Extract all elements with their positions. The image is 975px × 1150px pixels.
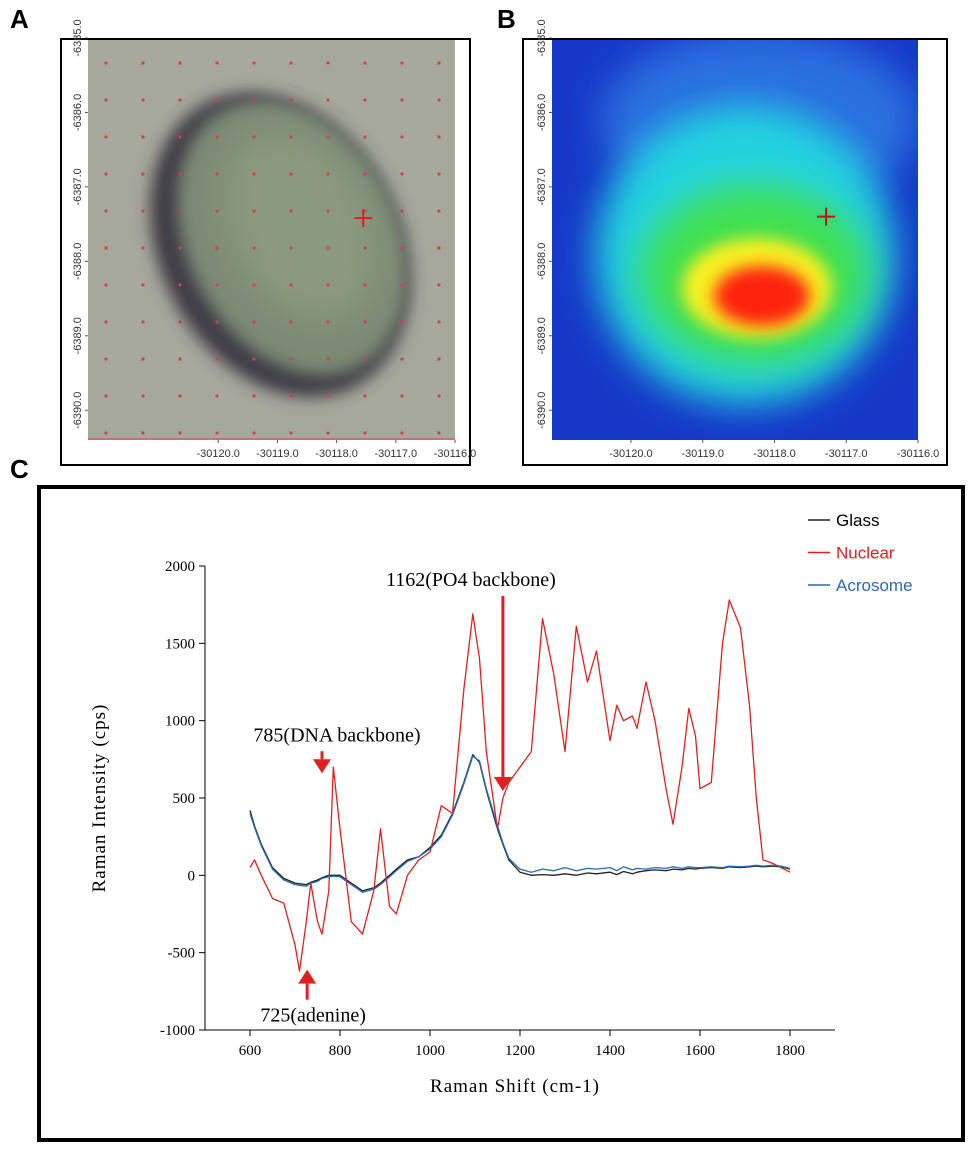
y-tick-label: -1000: [160, 1023, 195, 1039]
panel-label: A: [10, 4, 29, 34]
panel-label: C: [10, 454, 29, 484]
y-tick-label: 500: [173, 791, 196, 807]
x-tick-label: 1600: [685, 1043, 715, 1059]
legend-label: Acrosome: [836, 576, 913, 595]
y-axis-label: Raman Intensity (cps): [89, 704, 110, 893]
annotation-arrow-head: [493, 777, 512, 792]
x-tick-label: 1800: [775, 1043, 805, 1059]
microscope-image: [88, 38, 455, 440]
x-tick-label: -30116.0: [434, 448, 477, 460]
position-marker: [817, 207, 836, 226]
annotation-text: 785(DNA backbone): [253, 724, 420, 746]
y-tick-label: -6389.0: [72, 317, 84, 354]
legend-label: Glass: [836, 511, 879, 530]
y-tick-label: -6390.0: [72, 392, 84, 429]
position-marker: [354, 209, 373, 228]
y-tick-label: -6387.0: [536, 168, 548, 205]
y-tick-label: -6390.0: [536, 392, 548, 429]
x-tick-label: 600: [239, 1043, 262, 1059]
x-tick-label: 1200: [505, 1043, 535, 1059]
x-tick-label: 1400: [595, 1043, 625, 1059]
x-tick-label: -30117.0: [375, 448, 418, 460]
panel-frame: [522, 38, 948, 466]
series-line: [249, 599, 791, 972]
y-tick-label: 1000: [165, 714, 195, 730]
y-tick-label: -6388.0: [72, 243, 84, 280]
series-line: [249, 754, 791, 892]
y-tick-label: -6387.0: [72, 168, 84, 205]
y-tick-label: -6389.0: [536, 317, 548, 354]
x-tick-label: 800: [329, 1043, 352, 1059]
series-line: [249, 755, 791, 893]
x-tick-label: -30119.0: [681, 448, 724, 460]
panel-frame: [37, 485, 965, 1142]
annotation-text: 725(adenine): [260, 1005, 366, 1027]
y-tick-label: -6385.0: [536, 19, 548, 56]
x-tick-label: -30118.0: [753, 448, 796, 460]
y-tick-label: -6385.0: [72, 19, 84, 56]
y-tick-label: -6386.0: [536, 94, 548, 131]
y-tick-label: 0: [188, 868, 196, 884]
x-tick-label: -30118.0: [315, 448, 358, 460]
annotation-arrow-head: [313, 759, 331, 774]
x-tick-label: 1000: [415, 1043, 445, 1059]
annotation-arrow-head: [298, 969, 317, 984]
y-tick-label: -6386.0: [72, 94, 84, 131]
panel-frame: [60, 38, 471, 466]
x-tick-label: -30119.0: [256, 448, 299, 460]
heatmap-image: [552, 40, 918, 440]
panel-label: B: [497, 4, 516, 34]
x-tick-label: -30116.0: [897, 448, 940, 460]
x-tick-label: -30120.0: [609, 448, 652, 460]
y-tick-label: 1500: [165, 636, 195, 652]
x-tick-label: -30117.0: [825, 448, 868, 460]
annotation-text: 1162(PO4 backbone): [386, 569, 556, 591]
legend-label: Nuclear: [836, 544, 895, 563]
y-tick-label: -6388.0: [536, 243, 548, 280]
x-axis-label: Raman Shift (cm-1): [430, 1076, 600, 1097]
x-tick-label: -30120.0: [197, 448, 240, 460]
y-tick-label: 2000: [165, 559, 195, 575]
y-tick-label: -500: [168, 946, 196, 962]
